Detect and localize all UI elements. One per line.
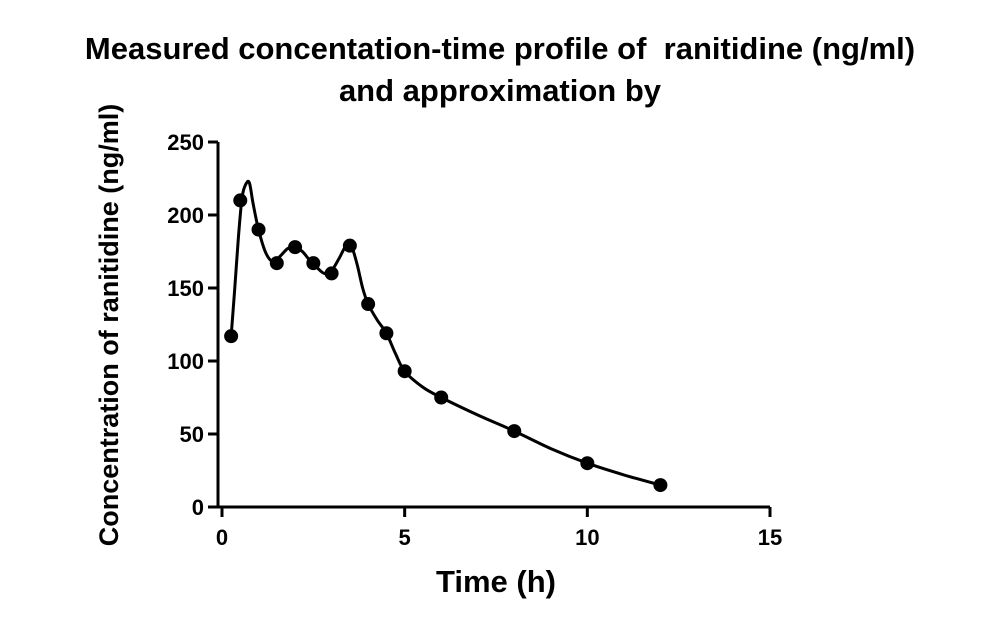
- x-ticks-group: 0 5 10 15: [216, 507, 782, 550]
- data-points-group: [224, 193, 668, 493]
- chart-title: Measured concentation-time profile of ra…: [0, 28, 1000, 112]
- x-tick-label: 10: [575, 525, 599, 550]
- y-tick-label: 200: [167, 203, 204, 228]
- data-point: [434, 390, 449, 405]
- data-point: [580, 456, 595, 471]
- chart-title-line-2: and approximation by: [338, 73, 662, 108]
- x-axis-label: Time (h): [436, 564, 556, 599]
- data-point: [306, 256, 321, 271]
- x-tick-label: 5: [399, 525, 411, 550]
- y-tick-label: 100: [167, 349, 204, 374]
- data-point: [224, 329, 239, 344]
- y-tick-label: 0: [192, 495, 204, 520]
- y-tick-label: 50: [180, 422, 204, 447]
- data-point: [342, 238, 357, 253]
- x-tick-label: 15: [758, 525, 782, 550]
- data-point: [324, 266, 339, 281]
- y-axis-label: Concentration of ranitidine (ng/ml): [94, 104, 124, 546]
- data-point: [269, 256, 284, 271]
- data-point: [397, 364, 412, 379]
- chart-title-line-1: Measured concentation-time profile of ra…: [84, 31, 916, 66]
- data-point: [507, 424, 522, 439]
- y-ticks-group: 0 50 100 150 200 250: [167, 130, 218, 520]
- y-tick-label: 150: [167, 276, 204, 301]
- fit-curve: [229, 179, 662, 487]
- data-point: [379, 326, 394, 341]
- data-point: [233, 193, 248, 208]
- data-point: [288, 240, 303, 255]
- data-point: [361, 297, 376, 312]
- data-point: [251, 222, 266, 237]
- y-tick-label: 250: [167, 130, 204, 155]
- axes-group: [216, 142, 770, 509]
- x-tick-label: 0: [216, 525, 228, 550]
- data-point: [653, 478, 668, 493]
